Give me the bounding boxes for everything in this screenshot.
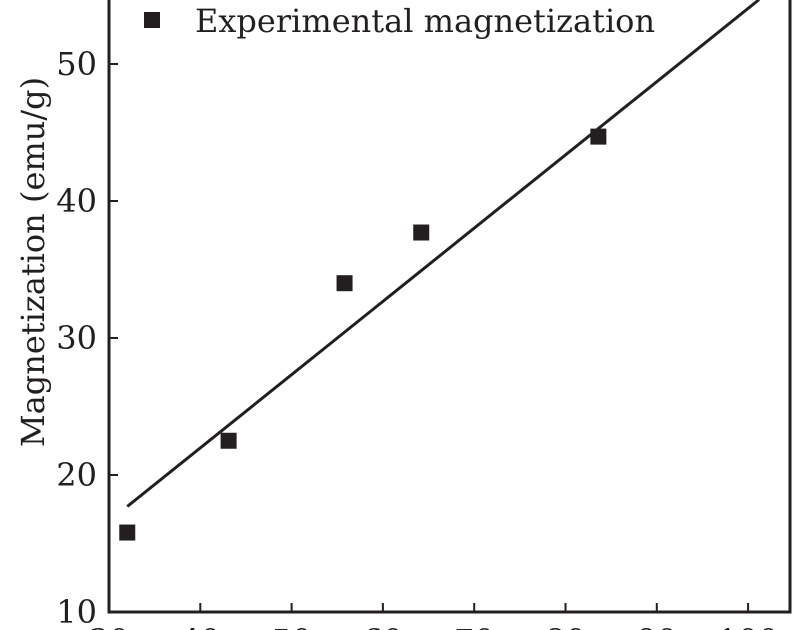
x-tick-label: 50: [271, 622, 312, 630]
y-tick-label: 30: [56, 319, 97, 357]
y-tick-label: 40: [56, 182, 97, 220]
y-tick-label: 20: [56, 456, 97, 494]
x-tick-label: 100: [718, 622, 779, 630]
marks: [119, 0, 760, 541]
x-tick-label: 30: [89, 622, 130, 630]
axes: [107, 0, 792, 614]
y-tick-label: 10: [56, 593, 97, 630]
data-point: [413, 224, 430, 241]
x-tick-label: 80: [545, 622, 586, 630]
data-point: [220, 432, 237, 449]
data-point: [119, 524, 136, 541]
y-tick-label: 50: [56, 45, 97, 83]
ticks: 30 40 50 60 70 80 90 100 10 20 30 40 50: [56, 45, 778, 630]
data-point: [590, 128, 607, 145]
legend: Experimental magnetization: [144, 2, 655, 40]
legend-marker-square: [144, 12, 160, 28]
x-tick-label: 60: [363, 622, 404, 630]
x-tick-label: 40: [180, 622, 221, 630]
x-tick-label: 70: [454, 622, 495, 630]
x-tick-label: 90: [636, 622, 677, 630]
data-point: [336, 275, 353, 292]
fit-line: [126, 0, 760, 508]
axis-frame: [107, 0, 792, 614]
y-axis-label: Magnetization (emu/g): [14, 77, 52, 447]
legend-label: Experimental magnetization: [195, 2, 655, 40]
